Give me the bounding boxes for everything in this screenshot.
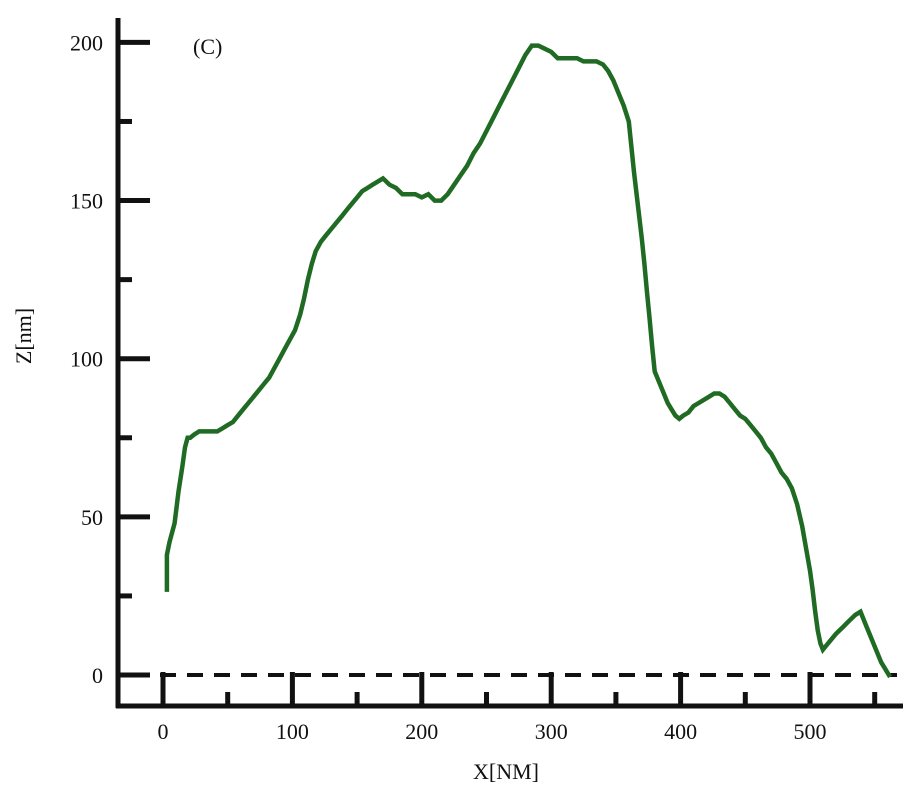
panel-label: (C) (193, 34, 222, 59)
y-tick-label: 0 (92, 663, 103, 688)
series-group (164, 43, 892, 679)
axes (115, 18, 903, 709)
x-tick-label: 100 (276, 719, 309, 744)
tick-labels-group: 0 50 100 150 200 0 100 200 300 400 500 (70, 30, 827, 744)
y-tick-label: 150 (70, 189, 103, 214)
y-axis-title: Z[nm] (11, 308, 36, 364)
x-tick-label: 300 (535, 719, 568, 744)
x-tick-label: 0 (158, 719, 169, 744)
x-axis-title: X[NM] (473, 759, 539, 784)
x-tick-label: 500 (794, 719, 827, 744)
series-line (164, 43, 892, 679)
x-tick-label: 400 (664, 719, 697, 744)
x-tick-label: 200 (405, 719, 438, 744)
y-tick-label: 200 (70, 30, 103, 55)
y-tick-label: 100 (70, 347, 103, 372)
y-tick-label: 50 (81, 505, 103, 530)
